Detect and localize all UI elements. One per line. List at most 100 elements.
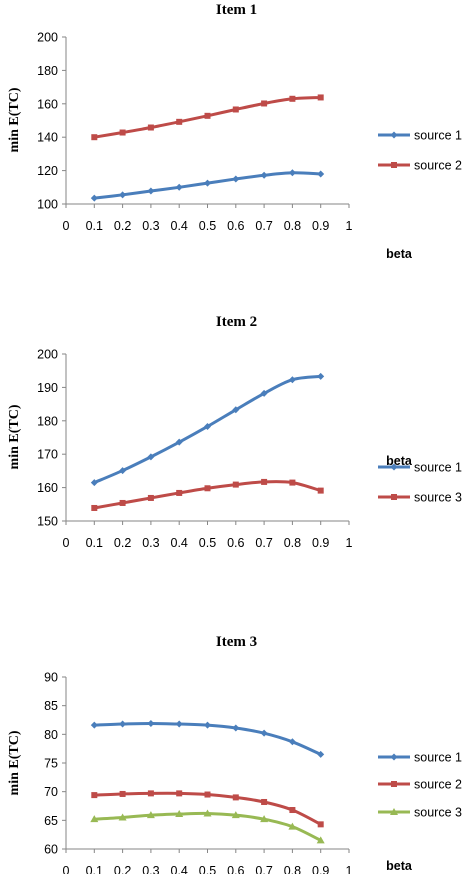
y-tick-label: 200 <box>37 31 58 45</box>
data-point <box>147 124 154 131</box>
legend-marker <box>390 131 398 139</box>
x-tick-label: 0.5 <box>199 536 216 550</box>
data-point <box>119 129 126 136</box>
x-axis-label: beta <box>386 454 413 468</box>
legend-label: source 2 <box>414 778 462 792</box>
x-tick-label: 0.3 <box>142 219 159 233</box>
y-tick-label: 120 <box>37 164 58 178</box>
x-tick-label: 0.3 <box>142 536 159 550</box>
x-tick-label: 0.2 <box>114 536 131 550</box>
x-tick-label: 0.4 <box>171 536 188 550</box>
data-point <box>317 821 324 828</box>
legend-label: source 3 <box>414 491 462 505</box>
data-point <box>288 376 296 384</box>
data-point <box>289 479 296 486</box>
data-point <box>147 453 155 461</box>
data-point <box>232 175 240 183</box>
data-point <box>147 494 154 501</box>
y-tick-label: 180 <box>37 64 58 78</box>
x-axis-label: beta <box>386 859 413 873</box>
legend-label: source 2 <box>414 159 462 173</box>
y-tick-label: 75 <box>44 757 58 771</box>
y-tick-label: 65 <box>44 814 58 828</box>
x-tick-label: 0.8 <box>284 536 301 550</box>
x-tick-label: 0.2 <box>114 864 131 874</box>
data-point <box>231 811 240 819</box>
data-point <box>317 170 325 178</box>
legend-label: source 1 <box>414 751 462 765</box>
data-point <box>175 810 184 818</box>
x-axis-label: beta <box>386 247 413 261</box>
data-point <box>317 94 324 101</box>
x-tick-label: 0.5 <box>199 219 216 233</box>
data-point <box>260 729 268 737</box>
data-point <box>289 807 296 814</box>
y-tick-label: 160 <box>37 97 58 111</box>
data-point <box>90 479 98 487</box>
x-tick-label: 0.4 <box>171 864 188 874</box>
x-tick-label: 0.8 <box>284 864 301 874</box>
series-line <box>94 811 322 842</box>
data-point <box>232 406 240 414</box>
data-point <box>91 792 98 799</box>
legend-marker <box>391 162 397 168</box>
data-point <box>232 481 239 488</box>
data-point <box>288 822 297 830</box>
x-tick-label: 0.2 <box>114 219 131 233</box>
data-point <box>204 179 211 187</box>
data-point <box>176 790 183 797</box>
data-point <box>260 815 269 823</box>
chart-item-2: Item 2 150 160 170 180 190 200 0 0.1 0.2 0.3 0.4 0.… <box>0 300 473 580</box>
y-tick-label: 140 <box>37 131 58 145</box>
data-point <box>232 106 239 113</box>
x-tick-label: 0.4 <box>171 219 188 233</box>
data-point <box>175 438 183 446</box>
data-point <box>232 724 240 732</box>
data-point <box>288 738 296 746</box>
x-tick-label: 0.3 <box>142 864 159 874</box>
data-point <box>90 815 99 823</box>
data-point <box>90 194 98 202</box>
data-point <box>147 790 154 797</box>
chart-title: Item 1 <box>215 2 258 18</box>
data-point <box>118 813 127 821</box>
data-point <box>119 499 126 506</box>
data-point <box>317 487 324 494</box>
data-point <box>260 389 268 397</box>
y-tick-label: 180 <box>37 414 58 428</box>
data-point <box>232 794 239 801</box>
y-tick-label: 100 <box>37 198 58 212</box>
data-point <box>204 721 211 729</box>
data-point <box>261 100 268 107</box>
x-tick-label: 0.6 <box>227 219 244 233</box>
x-tick-label: 0.5 <box>199 864 216 874</box>
y-axis-label: min E(TC) <box>7 87 22 152</box>
data-point <box>261 798 268 805</box>
data-point <box>91 134 98 141</box>
legend-marker <box>391 781 397 787</box>
y-tick-label: 80 <box>44 728 58 742</box>
x-tick-label: 0.7 <box>255 219 272 233</box>
legend-marker <box>390 753 398 761</box>
data-point <box>119 720 127 728</box>
legend-marker <box>391 494 397 500</box>
data-point <box>204 485 211 492</box>
y-tick-label: 200 <box>37 348 58 362</box>
data-point <box>260 171 268 179</box>
chart-svg: 60 65 70 75 80 85 90 0 0.1 0.2 0.3 0.4 0.5 0.6 0.7 0.8 0… <box>7 671 462 874</box>
x-tick-label: 0.9 <box>312 536 329 550</box>
data-point <box>119 191 127 199</box>
data-point <box>261 478 268 485</box>
legend-label: source 1 <box>414 461 462 475</box>
x-tick-label: 0 <box>63 536 70 550</box>
data-point <box>204 112 211 119</box>
data-point <box>146 811 155 819</box>
x-tick-label: 0.1 <box>86 864 103 874</box>
data-point <box>91 504 98 511</box>
data-point <box>316 836 325 844</box>
data-point <box>90 721 98 729</box>
y-tick-label: 190 <box>37 381 58 395</box>
data-point <box>147 719 155 727</box>
y-tick-label: 160 <box>37 481 58 495</box>
data-point <box>317 372 325 380</box>
